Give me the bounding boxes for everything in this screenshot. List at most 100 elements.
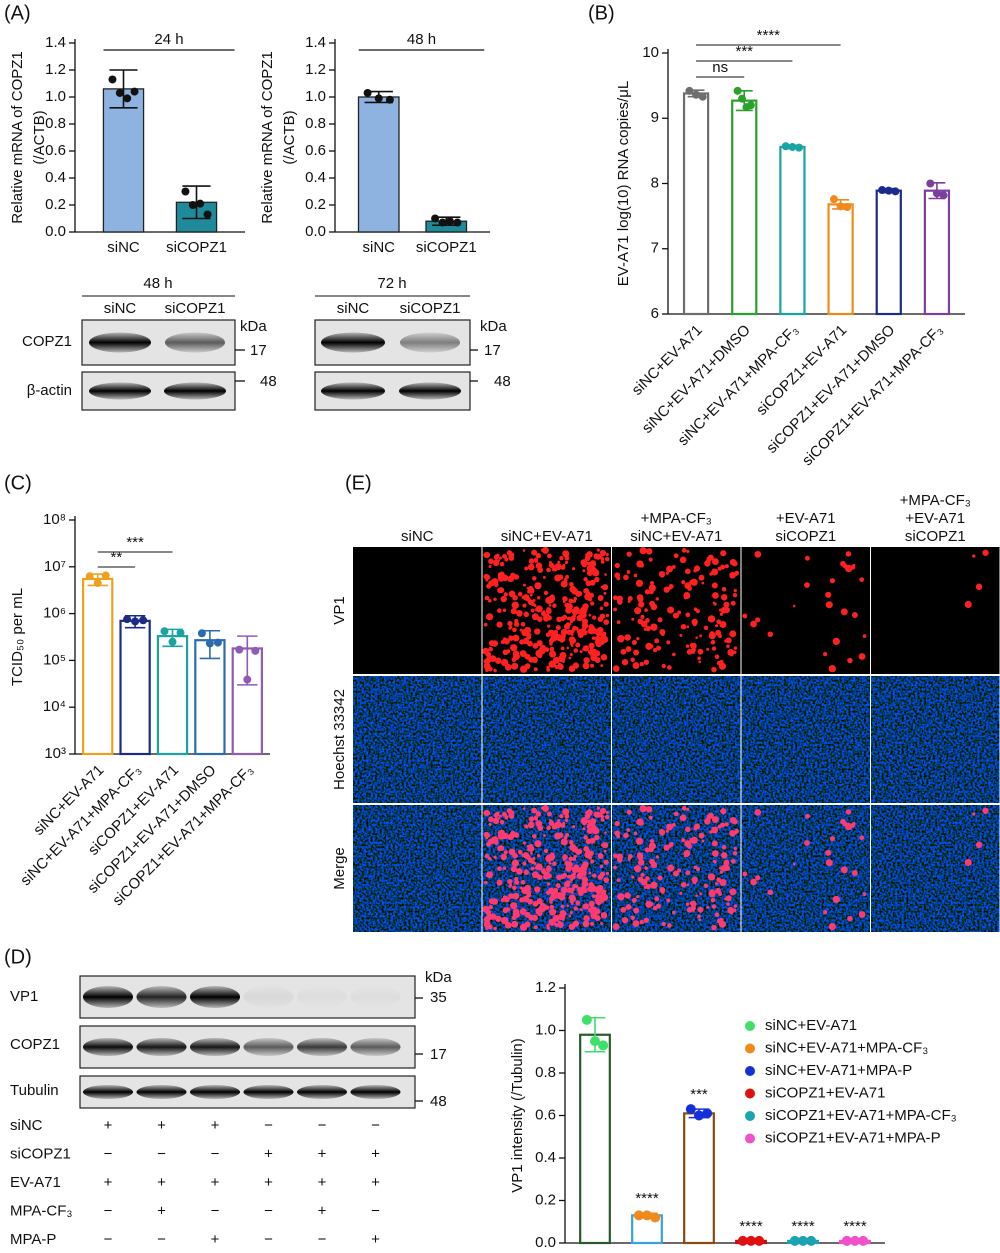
vp1-signal <box>633 573 638 578</box>
vp1-signal <box>562 821 566 825</box>
vp1-signal <box>582 662 590 670</box>
vp1-signal <box>560 898 564 901</box>
data-point <box>176 628 185 637</box>
vp1-signal <box>650 603 658 611</box>
vp1-signal <box>588 907 594 913</box>
vp1-signal <box>590 601 595 606</box>
y-tick-label: 0.0 <box>535 1234 556 1251</box>
vp1-signal <box>640 550 644 554</box>
data-point <box>438 218 447 227</box>
vp1-signal <box>825 849 832 856</box>
vp1-signal <box>564 555 570 561</box>
vp1-signal <box>792 604 796 608</box>
data-point <box>798 1235 808 1246</box>
vp1-signal <box>570 629 575 634</box>
vp1-signal <box>716 619 722 625</box>
vp1-signal <box>635 579 644 587</box>
vp1-signal <box>712 850 719 857</box>
blot-band <box>136 986 187 1008</box>
bar <box>579 1033 611 1245</box>
error-bar <box>109 69 138 109</box>
vp1-signal <box>640 872 645 877</box>
vp1-signal <box>549 642 553 646</box>
table-cell: + <box>371 1174 380 1191</box>
vp1-signal <box>665 829 669 833</box>
y-axis-label: VP1 intensity (/Tubulin) <box>509 1038 526 1193</box>
vp1-signal <box>586 849 591 853</box>
table-cell: − <box>264 1202 273 1219</box>
vp1-signal <box>535 863 543 871</box>
column-header: +EV-A71 <box>905 510 965 527</box>
nuclei-stain <box>482 676 611 803</box>
vp1-signal <box>527 640 533 647</box>
vp1-signal <box>526 634 532 640</box>
vp1-signal <box>600 811 604 815</box>
data-point <box>115 88 124 97</box>
vp1-signal <box>612 665 620 672</box>
vp1-signal <box>588 900 595 907</box>
bar <box>683 1112 715 1245</box>
data-point <box>746 101 755 110</box>
vp1-signal <box>594 576 600 583</box>
vp1-signal <box>661 921 666 927</box>
data-point <box>702 1108 713 1119</box>
table-cell: − <box>157 1145 166 1162</box>
vp1-signal <box>620 648 627 655</box>
vp1-signal <box>504 663 512 671</box>
vp1-signal <box>627 853 633 859</box>
vp1-signal <box>530 866 535 871</box>
significance-label: ** <box>111 549 123 566</box>
significance-label: *** <box>735 43 753 60</box>
vp1-signal <box>579 908 583 912</box>
vp1-signal <box>597 616 604 622</box>
vp1-signal <box>690 642 697 650</box>
vp1-signal <box>558 913 566 921</box>
vp1-signal <box>566 874 571 879</box>
vp1-signal <box>484 853 490 859</box>
vp1-signal <box>712 601 716 605</box>
y-axis-label: (/ACTB) <box>31 110 48 164</box>
vp1-signal <box>594 893 601 900</box>
vp1-signal <box>569 911 573 915</box>
vp1-signal <box>536 874 543 881</box>
table-cell: + <box>371 1231 380 1248</box>
vp1-signal <box>706 647 710 651</box>
data-point <box>243 675 252 684</box>
x-tick-label: siCOPZ1+EV-A71 <box>753 322 850 419</box>
vp1-signal <box>657 875 663 881</box>
vp1-signal <box>648 815 653 820</box>
vp1-signal <box>519 639 525 645</box>
vp1-signal <box>498 556 502 560</box>
table-cell: + <box>157 1202 166 1219</box>
vp1-signal <box>690 900 697 908</box>
panel-letter: (A) <box>4 2 31 24</box>
vp1-signal <box>600 911 608 919</box>
vp1-signal <box>671 823 676 827</box>
y-tick-label: 10⁸ <box>43 511 66 528</box>
vp1-signal <box>724 865 731 871</box>
vp1-signal <box>603 601 609 607</box>
vp1-signal <box>562 808 570 816</box>
vp1-signal <box>560 646 565 651</box>
vp1-signal <box>571 845 578 853</box>
vp1-signal <box>485 832 491 838</box>
data-point <box>598 1040 609 1051</box>
vp1-signal <box>573 596 577 601</box>
legend-label: siNC+EV-A71+MPA-CF₃ <box>765 1039 928 1056</box>
vp1-signal <box>582 887 588 894</box>
vp1-signal <box>847 657 853 664</box>
vp1-signal <box>535 811 542 817</box>
vp1-signal <box>716 660 722 666</box>
vp1-signal <box>509 625 513 629</box>
vp1-signal <box>754 809 762 816</box>
vp1-signal <box>686 625 690 629</box>
vp1-signal <box>522 807 526 810</box>
vp1-signal <box>493 582 499 588</box>
vp1-signal <box>489 837 495 843</box>
vp1-signal <box>538 905 546 913</box>
vp1-signal <box>686 649 693 655</box>
vp1-signal <box>509 883 513 887</box>
vp1-signal <box>727 649 735 656</box>
vp1-signal <box>804 813 810 819</box>
